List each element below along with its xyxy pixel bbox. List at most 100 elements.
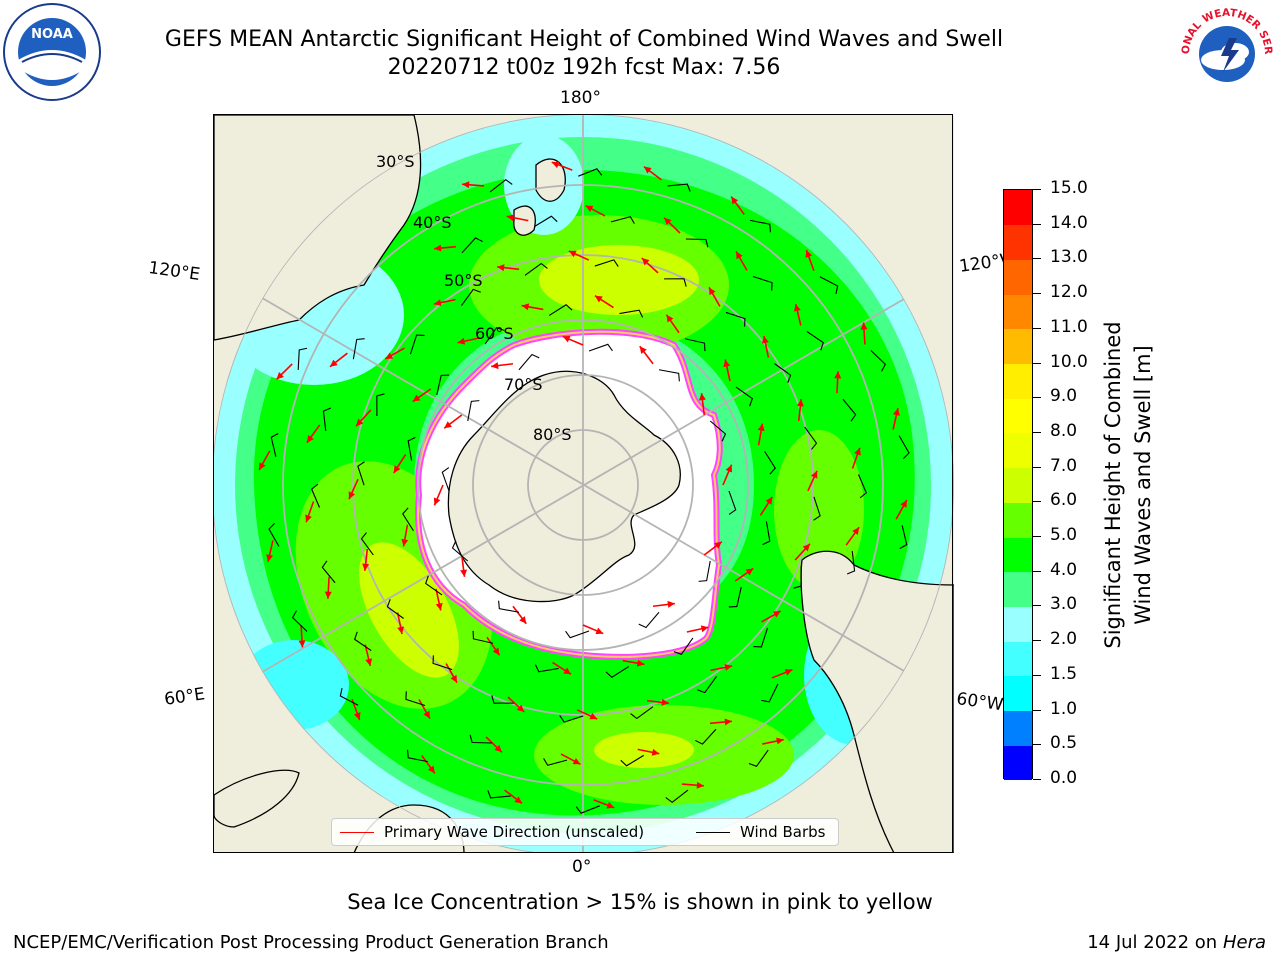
wave-direction-arrowhead — [568, 250, 577, 258]
australia-land — [214, 115, 422, 341]
nws-logo: NATIONAL WEATHER SERVICE — [1177, 2, 1274, 100]
wave-direction-arrowhead — [401, 538, 409, 547]
colorbar-tick — [1033, 431, 1041, 433]
wind-barb — [667, 183, 691, 192]
wave-direction-arrowhead — [434, 244, 442, 252]
wind-barb — [619, 309, 644, 318]
wave-direction-arrowhead — [266, 554, 274, 562]
wind-barb — [605, 666, 630, 678]
longitude-label-0: 0° — [572, 857, 592, 877]
wind-barb — [578, 168, 603, 177]
colorbar-segment — [1004, 571, 1032, 607]
wind-barb — [793, 566, 802, 589]
longitude-label-180: 180° — [560, 88, 601, 108]
wave-direction-arrowhead — [594, 295, 603, 303]
sea-ice-note: Sea Ice Concentration > 15% is shown in … — [347, 890, 933, 914]
wind-barb — [673, 637, 694, 655]
latitude-label-60s: 60°S — [475, 324, 514, 343]
colorbar-segment — [1004, 363, 1032, 399]
wind-barb — [813, 496, 821, 521]
wave-direction-arrowhead — [514, 796, 523, 804]
longitude-label-120e: 120°E — [147, 258, 202, 286]
wind-barb — [467, 400, 480, 422]
wave-direction-arrowhead — [805, 250, 813, 258]
colorbar-tick-label: 0.0 — [1050, 768, 1078, 788]
wave-direction-arrowhead — [519, 616, 527, 624]
wind-barb — [534, 215, 558, 228]
wind-barb — [695, 728, 717, 745]
wind-barb — [846, 551, 856, 575]
longitude-label-60e: 60°E — [163, 684, 207, 710]
wind-barb — [487, 790, 511, 799]
colorbar-tick-label: 11.0 — [1050, 316, 1088, 337]
wave-direction-arrowhead — [900, 499, 907, 508]
wind-barb — [752, 275, 773, 291]
wind-barb — [469, 734, 493, 744]
wind-barb — [664, 278, 687, 287]
latitude-label-50s: 50°S — [444, 271, 483, 290]
wind-barb — [407, 749, 428, 763]
latitude-label-40s: 40°S — [413, 213, 452, 232]
wind-barb — [565, 630, 590, 639]
colorbar-tick-label: 0.5 — [1050, 733, 1078, 754]
wave-direction-arrowhead — [506, 214, 515, 222]
wind-barb — [357, 461, 365, 486]
wave-direction-arrowhead — [661, 698, 669, 706]
colorbar-tick-label: 8.0 — [1050, 420, 1078, 441]
colorbar-tick — [1033, 744, 1041, 746]
wind-barb — [489, 178, 513, 193]
wind-barb — [360, 532, 374, 556]
wave-direction-arrowhead — [516, 704, 525, 712]
wave-direction-arrowhead — [643, 166, 652, 174]
graticule — [214, 115, 954, 853]
wave-direction-arrowhead — [433, 497, 441, 506]
wave-direction-arrowhead — [745, 568, 754, 576]
wind-barb — [548, 304, 573, 316]
wave-direction-arrowhead — [259, 462, 266, 471]
wave-direction-arrowhead — [450, 674, 457, 683]
wind-barb — [761, 683, 779, 703]
wind-barb — [806, 330, 824, 351]
colorbar-segment — [1004, 328, 1032, 365]
wave-direction-arrowhead — [834, 371, 842, 379]
latitude-label-30s: 30°S — [376, 152, 415, 171]
colorbar-segment — [1004, 398, 1032, 434]
wind-barb — [321, 560, 336, 584]
wave-direction-arrowhead — [666, 314, 674, 323]
wave-direction-arrowhead — [784, 669, 793, 676]
longitude-label-60w: 60°W — [955, 689, 1005, 716]
wave-direction-arrowhead — [724, 718, 732, 726]
colorbar-segment — [1004, 259, 1032, 295]
colorbar-segment — [1004, 224, 1032, 260]
footer-credit: NCEP/EMC/Verification Post Processing Pr… — [13, 932, 609, 953]
wave-direction-arrowhead — [412, 394, 421, 402]
wave-direction-arrowhead — [772, 611, 781, 618]
wave-direction-arrowhead — [551, 161, 560, 169]
colorbar-tick-label: 3.0 — [1050, 594, 1078, 615]
wind-barb — [762, 521, 771, 546]
colorbar-segment — [1004, 745, 1032, 781]
wind-barb — [685, 238, 709, 248]
colorbar-tick — [1033, 779, 1041, 780]
wind-barb — [432, 655, 453, 671]
wind-barb — [484, 327, 505, 345]
wind-barb — [425, 575, 443, 596]
colorbar-tick-label: 5.0 — [1050, 525, 1078, 546]
colorbar — [1003, 189, 1033, 781]
wind-barb — [405, 691, 426, 707]
colorbar-tick — [1033, 605, 1041, 607]
wave-direction-arrowhead — [563, 667, 572, 675]
wave-direction-arrowhead — [667, 600, 675, 608]
wave-direction-arrowhead — [423, 710, 430, 719]
colorbar-tick — [1033, 223, 1041, 225]
colorbar-segment — [1004, 675, 1032, 712]
colorbar-segment — [1004, 294, 1032, 330]
wind-barb — [451, 540, 469, 562]
wind-barb — [268, 522, 280, 547]
wave-direction-arrowhead — [725, 464, 733, 473]
wind-barb — [386, 599, 404, 619]
wave-direction-arrowhead — [305, 514, 312, 523]
wind-barb — [728, 586, 742, 608]
wind-barb — [735, 386, 753, 407]
wave-band-5-6m-east — [774, 430, 864, 590]
